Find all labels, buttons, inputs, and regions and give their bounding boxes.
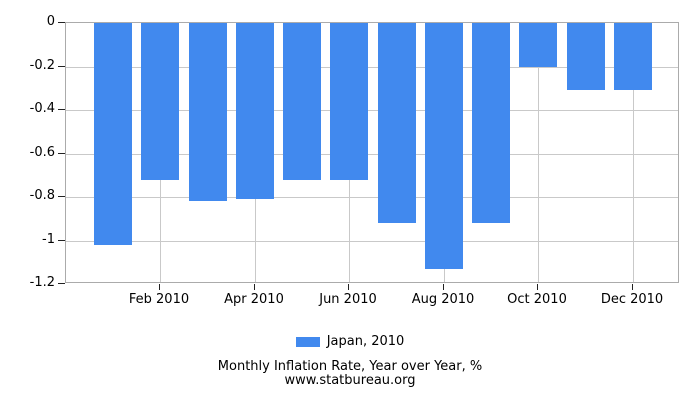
x-tick-label: Aug 2010: [411, 292, 475, 307]
chart-title: Monthly Inflation Rate, Year over Year, …: [217, 359, 483, 374]
y-tick-mark: [58, 22, 65, 23]
bar-apr-2010: [236, 23, 274, 199]
plot-area: [65, 22, 679, 283]
x-tick-label: Apr 2010: [224, 292, 284, 307]
bar-oct-2010: [519, 23, 557, 67]
bar-feb-2010: [141, 23, 179, 180]
h-gridline: [66, 110, 678, 111]
y-tick-label: 0: [46, 14, 55, 29]
x-tick-mark: [159, 284, 160, 290]
y-tick-mark: [58, 109, 65, 110]
bar-may-2010: [283, 23, 321, 180]
bar-nov-2010: [567, 23, 605, 90]
legend-label: Japan, 2010: [326, 334, 405, 349]
y-tick-mark: [58, 153, 65, 154]
legend: Japan, 2010: [0, 334, 700, 349]
bar-aug-2010: [425, 23, 463, 269]
x-tick-mark: [443, 284, 444, 290]
x-tick-label: Dec 2010: [600, 292, 664, 307]
h-gridline: [66, 154, 678, 155]
y-tick-label: -0.6: [29, 144, 55, 160]
y-tick-label: -1.2: [29, 275, 55, 290]
h-gridline: [66, 197, 678, 198]
x-tick-mark: [537, 284, 538, 290]
x-tick-mark: [632, 284, 633, 290]
x-tick-mark: [254, 284, 255, 290]
y-tick-mark: [58, 66, 65, 67]
bar-mar-2010: [189, 23, 227, 201]
bar-dec-2010: [614, 23, 652, 90]
legend-swatch-icon: [295, 336, 320, 347]
bar-jun-2010: [330, 23, 368, 180]
v-gridline: [538, 23, 539, 282]
y-tick-mark: [58, 240, 65, 241]
y-tick-label: -1: [42, 231, 55, 247]
y-tick-mark: [58, 196, 65, 197]
y-tick-label: -0.2: [29, 57, 55, 73]
x-tick-label: Oct 2010: [507, 292, 567, 307]
y-tick-label: -0.8: [29, 188, 55, 203]
h-gridline: [66, 67, 678, 68]
x-tick-mark: [348, 284, 349, 290]
title-block: Monthly Inflation Rate, Year over Year, …: [0, 360, 700, 388]
v-gridline: [633, 23, 634, 282]
h-gridline: [66, 241, 678, 242]
chart-subtitle: www.statbureau.org: [284, 373, 416, 388]
bar-sep-2010: [472, 23, 510, 223]
x-tick-label: Jun 2010: [319, 292, 377, 307]
y-tick-mark: [58, 283, 65, 284]
bar-jan-2010: [94, 23, 132, 245]
y-tick-label: -0.4: [29, 101, 55, 116]
bar-jul-2010: [378, 23, 416, 223]
x-tick-label: Feb 2010: [128, 292, 190, 307]
